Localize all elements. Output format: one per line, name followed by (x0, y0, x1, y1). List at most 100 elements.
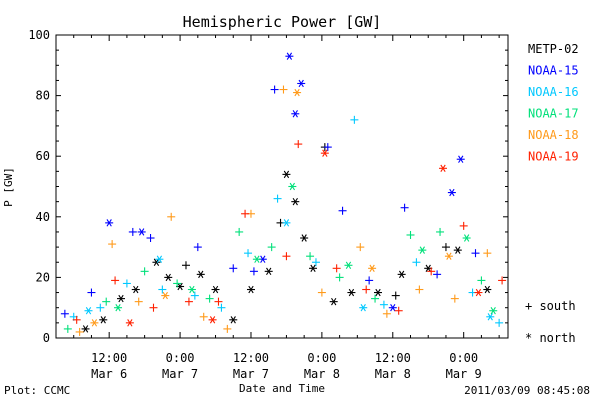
noaa-17-north-point (288, 182, 297, 191)
noaa-15-north-point (456, 155, 465, 163)
noaa-15-south-point (323, 143, 332, 152)
noaa-15-south-point (128, 227, 137, 236)
noaa-15-south-point (193, 243, 202, 252)
metp-02-north-point (211, 285, 220, 294)
noaa-16-north-point (282, 219, 291, 227)
noaa-19-south-point (149, 303, 158, 312)
noaa-19-south-point (241, 209, 250, 218)
metp-02-north-point (229, 316, 238, 324)
noaa-19-south-point (362, 285, 371, 294)
metp-02-north-point (291, 197, 300, 206)
noaa-15-north-point (137, 228, 146, 236)
noaa-17-north-point (462, 234, 471, 242)
x-tick-time: 0:00 (307, 351, 336, 365)
noaa-16-south-point (273, 194, 282, 203)
noaa-17-south-point (477, 276, 486, 285)
x-tick-time: 0:00 (449, 351, 478, 365)
noaa-18-south-point (317, 288, 326, 297)
metp-02-south-point (391, 291, 400, 300)
x-axis-label: Date and Time (239, 382, 325, 395)
noaa-19-south-point (282, 252, 291, 261)
y-axis: 0 20 40 60 80 100 (28, 28, 508, 345)
noaa-16-north-point (84, 307, 93, 315)
metp-02-north-point (246, 285, 255, 294)
noaa-15-north-point (447, 188, 456, 197)
y-tick-label: 60 (36, 149, 50, 163)
noaa-18-south-point (75, 327, 84, 336)
footer-timestamp: 2011/03/09 08:45:08 (464, 384, 590, 397)
x-tick-date: Mar 7 (233, 367, 269, 381)
metp-02-north-point (264, 267, 273, 276)
noaa-18-south-point (382, 309, 391, 318)
metp-02-north-point (453, 246, 462, 254)
noaa-16-south-point (96, 303, 105, 312)
x-tick-time: 12:00 (233, 351, 269, 365)
metp-02-north-point (152, 258, 161, 266)
noaa-16-south-point (350, 115, 359, 124)
noaa-17-south-point (235, 227, 244, 236)
noaa-19-north-point (125, 319, 134, 327)
chart-title: Hemispheric Power [GW] (183, 13, 382, 31)
x-tick-date: Mar 6 (91, 367, 127, 381)
noaa-15-south-point (338, 206, 347, 215)
legend-south-marker: + south (525, 299, 576, 313)
noaa-15-south-point (433, 270, 442, 279)
noaa-15-north-point (105, 219, 114, 227)
noaa-17-south-point (371, 294, 380, 303)
noaa-15-south-point (146, 234, 155, 243)
noaa-18-south-point (134, 297, 143, 306)
noaa-19-south-point (72, 315, 81, 324)
legend-noaa-15: NOAA-15 (528, 64, 579, 78)
legend-noaa-19: NOAA-19 (528, 150, 579, 164)
noaa-15-north-point (285, 52, 294, 60)
noaa-15-south-point (249, 267, 258, 276)
metp-02-north-point (309, 264, 318, 273)
x-tick-date: Mar 9 (446, 367, 482, 381)
noaa-16-south-point (495, 318, 504, 327)
noaa-15-north-point (388, 304, 397, 312)
legend-noaa-16: NOAA-16 (528, 85, 579, 99)
y-tick-label: 80 (36, 89, 50, 103)
noaa-17-south-point (267, 243, 276, 252)
noaa-17-north-point (344, 261, 353, 269)
noaa-19-south-point (214, 297, 223, 306)
noaa-18-south-point (108, 240, 117, 249)
noaa-19-south-point (459, 221, 468, 230)
metp-02-north-point (374, 288, 383, 297)
noaa-17-north-point (489, 307, 498, 315)
noaa-19-south-point (498, 276, 507, 285)
noaa-18-north-point (368, 264, 377, 273)
data-points (60, 52, 507, 336)
x-tick-time: 12:00 (91, 351, 127, 365)
noaa-19-south-point (332, 264, 341, 273)
metp-02-north-point (131, 285, 140, 294)
metp-02-north-point (282, 170, 291, 179)
noaa-18-north-point (161, 291, 170, 300)
noaa-18-north-point (293, 88, 302, 97)
noaa-17-north-point (418, 246, 427, 254)
noaa-15-north-point (297, 79, 306, 88)
metp-02-south-point (441, 243, 450, 252)
noaa-17-north-point (114, 304, 123, 312)
noaa-19-south-point (294, 140, 303, 149)
noaa-16-north-point (359, 304, 368, 312)
legend: METP-02 NOAA-15 NOAA-16 NOAA-17 NOAA-18 NOAA-… (528, 42, 579, 164)
legend-metp-02: METP-02 (528, 42, 579, 56)
noaa-15-south-point (60, 309, 69, 318)
metp-02-north-point (196, 270, 205, 279)
metp-02-north-point (483, 285, 492, 294)
noaa-17-south-point (406, 230, 415, 239)
noaa-18-south-point (450, 294, 459, 303)
metp-02-north-point (300, 234, 309, 242)
noaa-15-south-point (229, 264, 238, 273)
noaa-16-south-point (217, 303, 226, 312)
noaa-18-north-point (444, 252, 453, 260)
legend-noaa-17: NOAA-17 (528, 107, 579, 121)
noaa-15-north-point (291, 110, 300, 118)
noaa-16-south-point (158, 285, 167, 294)
x-tick-date: Mar 8 (375, 367, 411, 381)
noaa-18-south-point (356, 243, 365, 252)
noaa-18-south-point (167, 212, 176, 221)
metp-02-north-point (397, 270, 406, 279)
noaa-17-south-point (102, 297, 111, 306)
